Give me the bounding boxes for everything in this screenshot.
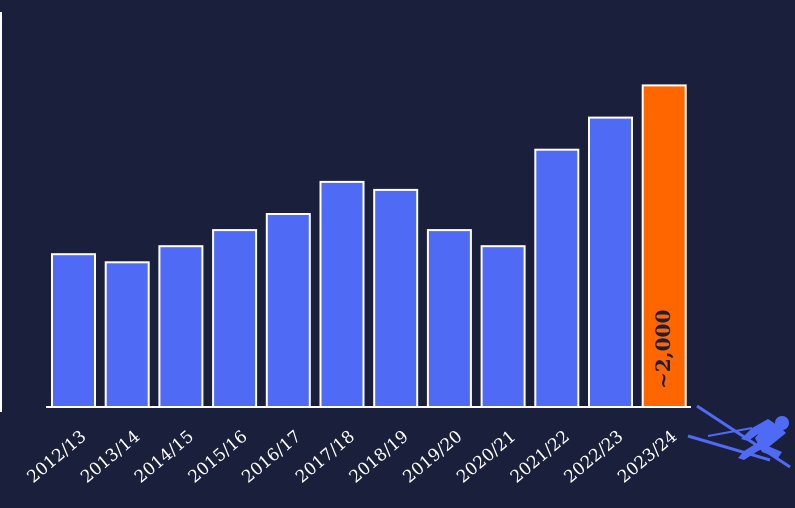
- bar: [373, 188, 419, 408]
- x-tick-label: 2014/15: [131, 427, 198, 488]
- x-tick-labels: 2012/132013/142014/152015/162016/172017/…: [23, 427, 681, 488]
- x-tick-label: 2023/24: [614, 427, 681, 488]
- x-tick-label: 2018/19: [346, 427, 413, 488]
- bars-group: [51, 84, 687, 409]
- x-tick-label: 2012/13: [23, 427, 90, 488]
- x-tick-label: 2017/18: [292, 427, 359, 488]
- x-tick-label: 2022/23: [560, 427, 627, 488]
- x-tick-label: 2013/14: [77, 427, 144, 488]
- bar: [51, 253, 96, 408]
- bar: [480, 245, 526, 408]
- x-tick-label: 2020/21: [453, 427, 520, 488]
- x-tick-label: 2021/22: [507, 427, 574, 488]
- bar: [158, 245, 204, 408]
- x-tick-label: 2019/20: [399, 427, 466, 488]
- bar: [426, 229, 472, 408]
- x-tick-label: 2015/16: [185, 427, 252, 488]
- bar: [104, 261, 150, 408]
- bar: [319, 180, 365, 408]
- data-label-highlight: ~2,000: [651, 310, 675, 389]
- bar: [588, 116, 633, 408]
- skier-icon: [687, 404, 791, 469]
- x-tick-label: 2016/17: [238, 427, 305, 488]
- bar-highlight: [641, 84, 687, 409]
- bar: [212, 229, 258, 408]
- data-labels: ~2,000: [651, 310, 675, 389]
- bar: [534, 148, 580, 408]
- bar: [265, 213, 311, 408]
